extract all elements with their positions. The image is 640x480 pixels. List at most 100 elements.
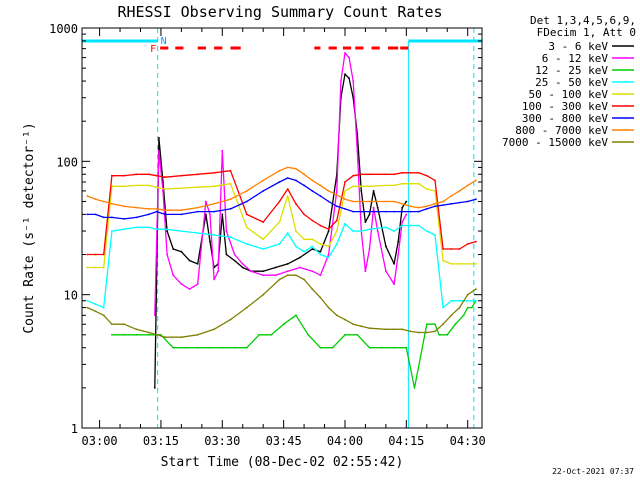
data-point-300-800-kev-25 (360, 210, 363, 213)
data-point-3-6-kev-35 (385, 245, 387, 248)
data-point-7000-15000-kev-18 (303, 278, 305, 281)
data-point-3-6-kev-15 (241, 266, 244, 269)
data-point-25-50-kev-21 (327, 256, 330, 259)
data-point-12-25-kev-8 (209, 346, 211, 349)
data-point-3-6-kev-17 (262, 270, 265, 273)
data-point-7000-15000-kev-17 (295, 274, 297, 277)
legend-label-5: 100 - 300 keV (522, 100, 608, 113)
y-tick-label-1: 10 (64, 289, 78, 303)
data-point-25-50-kev-6 (147, 226, 150, 229)
data-point-6-12-kev-10 (213, 278, 216, 281)
data-point-100-300-kev-24 (352, 174, 355, 177)
data-point-12-25-kev-6 (184, 346, 187, 349)
data-point-12-25-kev-25 (413, 387, 416, 389)
data-point-12-25-kev-30 (454, 323, 457, 326)
data-point-800-7000-kev-26 (368, 200, 371, 203)
data-point-300-800-kev-11 (213, 210, 216, 213)
data-point-6-12-kev-12 (221, 149, 224, 152)
data-point-300-800-kev-10 (196, 210, 199, 213)
data-point-25-50-kev-8 (164, 228, 166, 231)
data-point-300-800-kev-32 (425, 208, 428, 210)
data-point-50-100-kev-31 (417, 182, 420, 185)
data-point-7000-15000-kev-0 (86, 306, 89, 309)
data-point-7000-15000-kev-37 (466, 293, 469, 296)
data-point-6-12-kev-33 (372, 206, 375, 209)
data-point-7000-15000-kev-22 (335, 314, 338, 317)
data-point-50-100-kev-30 (409, 182, 412, 185)
data-point-25-50-kev-22 (335, 243, 338, 245)
data-point-3-6-kev-19 (286, 263, 289, 265)
data-point-800-7000-kev-10 (196, 206, 199, 209)
data-point-25-50-kev-23 (344, 222, 346, 225)
legend-label-7: 800 - 7000 keV (515, 124, 608, 137)
data-point-12-25-kev-3 (147, 333, 150, 336)
legend-label-4: 50 - 100 keV (529, 88, 609, 101)
data-point-50-100-kev-14 (262, 238, 265, 241)
data-point-50-100-kev-23 (344, 190, 346, 192)
data-point-50-100-kev-10 (196, 186, 199, 189)
data-point-6-12-kev-27 (348, 56, 350, 59)
data-point-50-100-kev-24 (352, 185, 355, 188)
data-point-800-7000-kev-25 (360, 200, 363, 203)
data-point-6-12-kev-31 (364, 270, 367, 273)
legend-header-line-1: FDecim 1, Att 0 (537, 26, 636, 39)
data-point-800-7000-kev-27 (385, 200, 387, 203)
legend-label-6: 300 - 800 keV (522, 112, 608, 125)
data-point-25-50-kev-25 (360, 230, 363, 233)
data-point-100-300-kev-28 (393, 173, 395, 176)
data-point-800-7000-kev-16 (286, 166, 289, 169)
flare-marker-label: F (150, 44, 156, 55)
data-point-300-800-kev-29 (401, 210, 404, 213)
data-point-800-7000-kev-3 (111, 202, 113, 205)
data-point-25-50-kev-16 (286, 232, 289, 234)
data-point-7000-15000-kev-35 (450, 314, 453, 317)
data-point-12-25-kev-27 (434, 323, 436, 326)
data-point-25-50-kev-5 (135, 226, 138, 229)
data-point-6-12-kev-29 (356, 149, 359, 152)
data-point-300-800-kev-2 (102, 216, 105, 219)
data-point-300-800-kev-13 (245, 200, 248, 203)
data-point-25-50-kev-26 (368, 228, 371, 231)
data-point-12-25-kev-28 (438, 333, 440, 336)
data-point-6-12-kev-15 (241, 263, 244, 265)
data-point-50-100-kev-5 (135, 184, 138, 187)
data-point-6-12-kev-3 (166, 253, 169, 256)
data-point-7000-15000-kev-1 (94, 310, 97, 313)
data-point-50-100-kev-28 (393, 184, 395, 187)
data-point-100-300-kev-29 (401, 171, 404, 174)
data-point-12-25-kev-13 (270, 333, 273, 336)
data-point-3-6-kev-6 (188, 259, 191, 262)
data-point-300-800-kev-28 (393, 210, 395, 213)
data-point-100-300-kev-37 (466, 243, 469, 245)
y-axis-label: Count Rate (s⁻¹ detector⁻¹) (22, 122, 37, 333)
data-point-7000-15000-kev-19 (311, 288, 314, 290)
data-point-3-6-kev-32 (368, 213, 371, 216)
data-point-100-300-kev-25 (360, 173, 363, 176)
data-point-7000-15000-kev-33 (434, 330, 436, 333)
chart-title: RHESSI Observing Summary Count Rates (117, 3, 442, 21)
data-point-3-6-kev-23 (327, 230, 330, 233)
data-point-300-800-kev-33 (434, 205, 436, 208)
data-point-100-300-kev-30 (409, 171, 412, 174)
data-point-6-12-kev-35 (385, 270, 387, 273)
data-point-3-6-kev-5 (180, 250, 183, 253)
data-point-6-12-kev-8 (205, 200, 207, 203)
data-point-100-300-kev-32 (425, 174, 428, 177)
data-point-6-12-kev-39 (405, 213, 408, 216)
data-point-300-800-kev-36 (458, 201, 461, 204)
data-point-50-100-kev-29 (401, 182, 404, 185)
data-point-7000-15000-kev-11 (213, 328, 216, 331)
data-point-800-7000-kev-15 (278, 169, 281, 172)
data-point-800-7000-kev-13 (245, 190, 248, 192)
data-point-300-800-kev-19 (311, 190, 314, 192)
series-line-3-6-kev-kev (154, 73, 407, 388)
data-point-50-100-kev-20 (319, 243, 322, 245)
data-point-100-300-kev-13 (245, 213, 248, 216)
data-point-300-800-kev-5 (135, 216, 138, 219)
data-point-6-12-kev-9 (209, 213, 211, 216)
data-point-7000-15000-kev-16 (286, 274, 289, 277)
data-point-50-100-kev-18 (303, 238, 305, 241)
data-point-50-100-kev-38 (475, 263, 477, 265)
data-point-50-100-kev-17 (295, 230, 297, 233)
data-point-800-7000-kev-37 (466, 184, 469, 187)
